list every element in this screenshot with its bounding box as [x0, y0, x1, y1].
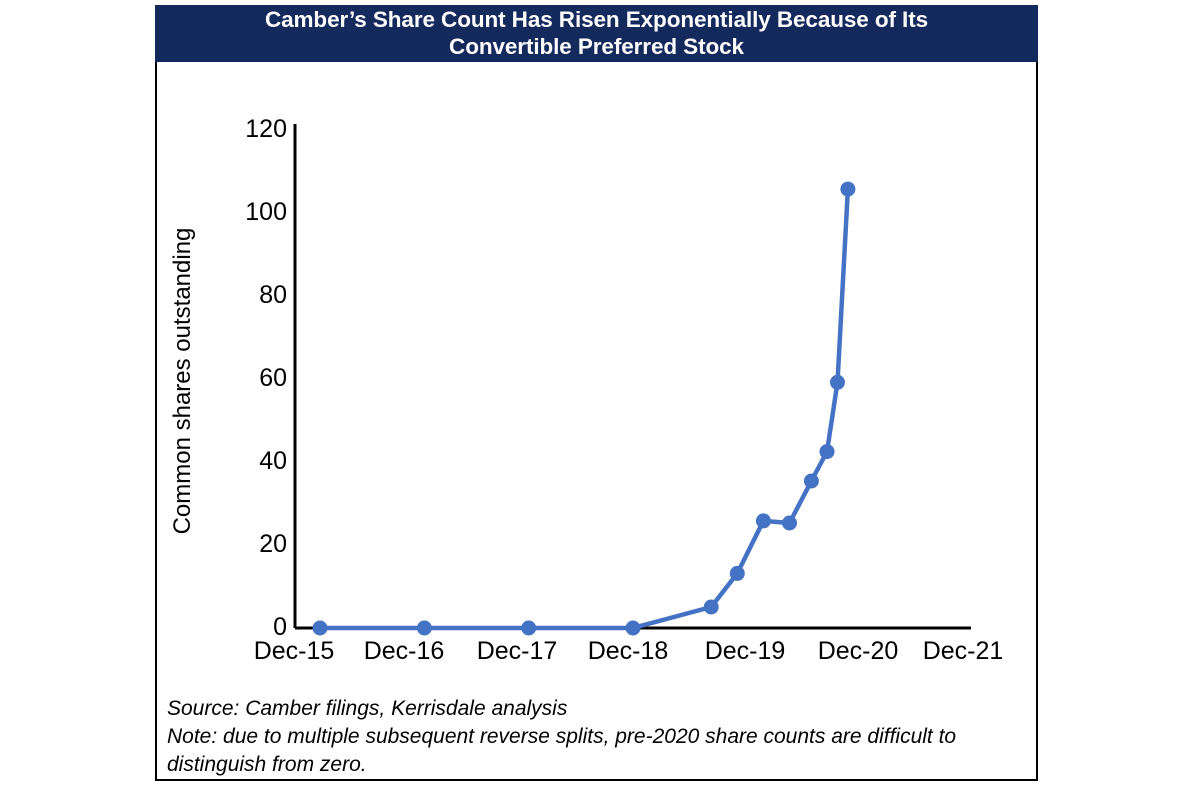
source-line: Source: Camber filings, Kerrisdale analy… — [167, 697, 568, 720]
data-point-dec-19 — [729, 565, 745, 581]
y-tick-60: 60 — [259, 364, 287, 392]
data-point-dec-16 — [416, 620, 432, 636]
chart-body-frame — [155, 62, 1038, 781]
x-tick-dec-15: Dec-15 — [253, 637, 335, 665]
plot-area: Common shares outstanding 120 100 80 60 … — [155, 62, 1038, 687]
data-point-sep-20 — [803, 473, 819, 489]
y-tick-100: 100 — [245, 198, 287, 226]
chart-canvas — [293, 124, 971, 636]
x-axis-tick-labels: Dec-15 Dec-16 Dec-17 Dec-18 Dec-19 Dec-2… — [155, 639, 1038, 679]
data-point-jun-20 — [782, 515, 797, 531]
chart-figure: Camber’s Share Count Has Risen Exponenti… — [155, 5, 1038, 781]
x-tick-dec-16: Dec-16 — [363, 637, 445, 665]
x-tick-dec-17: Dec-17 — [476, 637, 558, 665]
note-line: Note: due to multiple subsequent reverse… — [167, 724, 957, 776]
y-tick-80: 80 — [259, 281, 287, 309]
y-tick-20: 20 — [259, 530, 287, 558]
data-point-sep-19 — [703, 599, 719, 615]
x-tick-dec-20: Dec-20 — [817, 637, 899, 665]
series-markers-common-shares — [312, 181, 856, 636]
y-axis-tick-labels: 120 100 80 60 40 20 0 — [210, 62, 287, 687]
series-line-common-shares — [317, 186, 851, 631]
data-point-dec-18 — [625, 620, 641, 636]
x-tick-dec-18: Dec-18 — [587, 637, 669, 665]
data-point-dec-20 — [830, 374, 845, 390]
chart-title-banner: Camber’s Share Count Has Risen Exponenti… — [155, 5, 1038, 62]
y-tick-120: 120 — [245, 115, 287, 143]
data-point-dec-15 — [312, 620, 328, 636]
x-tick-dec-19: Dec-19 — [704, 637, 786, 665]
chart-footnotes: Source: Camber filings, Kerrisdale analy… — [167, 695, 1027, 779]
data-point-jan-21 — [840, 181, 856, 197]
y-tick-40: 40 — [259, 447, 287, 475]
x-tick-dec-21: Dec-21 — [922, 637, 1004, 665]
data-point-dec-17 — [521, 620, 537, 636]
y-tick-0: 0 — [273, 613, 287, 641]
page-title: Camber’s Share Count Has Risen Exponenti… — [264, 7, 929, 59]
data-point-nov-20 — [819, 444, 835, 460]
data-point-mar-20 — [755, 513, 771, 529]
